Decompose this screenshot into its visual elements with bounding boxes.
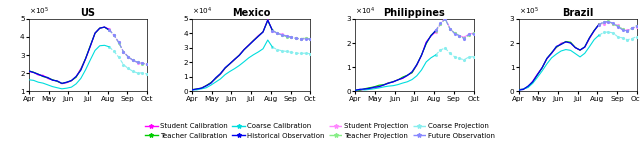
Title: Philippines: Philippines bbox=[383, 8, 445, 18]
Title: US: US bbox=[81, 8, 95, 18]
Text: $\times10^5$: $\times10^5$ bbox=[29, 6, 49, 17]
Text: $\times10^4$: $\times10^4$ bbox=[192, 6, 212, 17]
Text: $\times10^5$: $\times10^5$ bbox=[518, 6, 539, 17]
Legend: Student Calibration, Teacher Calibration, Coarse Calibration, Historical Observa: Student Calibration, Teacher Calibration… bbox=[143, 120, 497, 142]
Title: Brazil: Brazil bbox=[562, 8, 593, 18]
Text: $\times10^4$: $\times10^4$ bbox=[355, 6, 376, 17]
Title: Mexico: Mexico bbox=[232, 8, 270, 18]
